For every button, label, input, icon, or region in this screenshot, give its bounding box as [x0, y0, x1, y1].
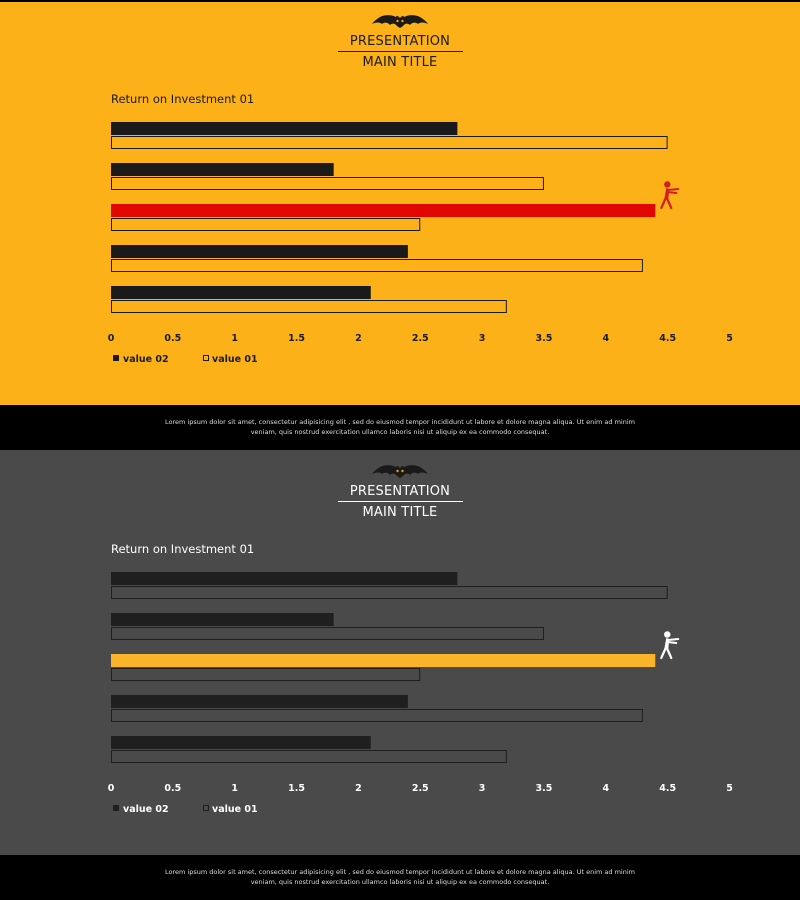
- x-tick-label: 0.5: [164, 333, 181, 344]
- x-tick-label: 0: [108, 783, 115, 794]
- slide-orange: PRESENTATION MAIN TITLE Return on Invest…: [0, 0, 800, 450]
- x-tick-label: 1: [231, 333, 238, 344]
- legend-swatch-outline: [203, 355, 209, 361]
- legend-label: value 01: [212, 354, 258, 365]
- title-rule: [338, 501, 463, 502]
- zombie-leg-back: [660, 647, 667, 660]
- bar-outline: [111, 750, 507, 763]
- x-tick-label: 2: [355, 333, 362, 344]
- footer-text: Lorem ipsum dolor sit amet, consectetur …: [150, 867, 650, 887]
- x-tick-label: 4.5: [659, 783, 676, 794]
- footer-line-1: Lorem ipsum dolor sit amet, consectetur …: [165, 868, 635, 876]
- zombie-head: [664, 631, 671, 638]
- x-tick-label: 1.5: [288, 333, 305, 344]
- slide-gray: PRESENTATION MAIN TITLE Return on Invest…: [0, 450, 800, 900]
- x-tick-label: 2: [355, 783, 362, 794]
- bar-chart: 0 0.5 1 1.5 2 2.5 3 3.5 4 4.5 5 value 02 value 01: [108, 572, 733, 815]
- x-tick-label: 3.5: [536, 783, 553, 794]
- bar-filled: [111, 163, 334, 176]
- zombie-icon: [660, 631, 680, 660]
- zombie-arm-front: [667, 188, 680, 191]
- zombie-arm-back: [666, 641, 678, 644]
- legend-swatch-filled: [113, 805, 119, 811]
- footer-line-2: veniam, quis nostrud exercitation ullamc…: [250, 878, 550, 886]
- x-tick-label: 3: [479, 333, 486, 344]
- presentation-title: PRESENTATION: [349, 484, 451, 499]
- zombie-arm-front: [667, 638, 680, 641]
- bar-chart: 0 0.5 1 1.5 2 2.5 3 3.5 4 4.5 5 value 02 value 01: [108, 122, 733, 365]
- x-tick-label: 1.5: [288, 783, 305, 794]
- zombie-arm-back: [666, 191, 678, 194]
- x-tick-label: 3.5: [536, 333, 553, 344]
- x-tick-label: 3: [479, 783, 486, 794]
- x-tick-label: 0.5: [164, 783, 181, 794]
- x-tick-label: 1: [231, 783, 238, 794]
- legend-label: value 02: [123, 804, 169, 815]
- footer-text: Lorem ipsum dolor sit amet, consectetur …: [150, 417, 650, 437]
- bar-outline: [111, 586, 668, 599]
- legend-label: value 02: [123, 354, 169, 365]
- chart-title: Return on Investment 01: [111, 92, 255, 106]
- bar-filled: [111, 122, 458, 135]
- main-title: MAIN TITLE: [362, 505, 438, 520]
- bat-icon: [372, 465, 428, 478]
- footer-line-2: veniam, quis nostrud exercitation ullamc…: [250, 428, 550, 436]
- bar-outline: [111, 136, 668, 149]
- footer-band: Lorem ipsum dolor sit amet, consectetur …: [0, 405, 800, 450]
- zombie-leg-front: [666, 647, 673, 660]
- x-tick-label: 2.5: [412, 333, 429, 344]
- bar-outline: [111, 259, 643, 272]
- footer-line-1: Lorem ipsum dolor sit amet, consectetur …: [165, 418, 635, 426]
- zombie-leg-front: [666, 197, 673, 210]
- chart-title: Return on Investment 01: [111, 542, 255, 556]
- x-tick-label: 0: [108, 333, 115, 344]
- presentation-title: PRESENTATION: [349, 34, 451, 49]
- zombie-leg-back: [660, 197, 667, 210]
- slide-background: [0, 450, 800, 855]
- bar-outline: [111, 668, 421, 681]
- bar-outline: [111, 218, 421, 231]
- x-tick-label: 5: [726, 783, 733, 794]
- x-tick-label: 4.5: [659, 333, 676, 344]
- bar-filled: [111, 286, 371, 299]
- bar-outline: [111, 709, 643, 722]
- slide-background: [0, 0, 800, 405]
- x-tick-label: 2.5: [412, 783, 429, 794]
- bat-icon: [372, 15, 428, 28]
- footer-band: Lorem ipsum dolor sit amet, consectetur …: [0, 855, 800, 900]
- legend-label: value 01: [212, 804, 258, 815]
- title-rule: [338, 51, 463, 52]
- bar-filled: [111, 572, 458, 585]
- bar-outline: [111, 177, 544, 190]
- bar-filled: [111, 695, 408, 708]
- bar-filled: [111, 245, 408, 258]
- legend-swatch-outline: [203, 805, 209, 811]
- bar-filled: [111, 613, 334, 626]
- bar-highlight: [111, 654, 656, 667]
- x-tick-label: 4: [602, 333, 609, 344]
- zombie-head: [664, 181, 671, 188]
- bar-filled: [111, 736, 371, 749]
- bar-outline: [111, 627, 544, 640]
- bar-outline: [111, 300, 507, 313]
- x-tick-label: 5: [726, 333, 733, 344]
- legend-swatch-filled: [113, 355, 119, 361]
- x-tick-label: 4: [602, 783, 609, 794]
- zombie-icon: [660, 181, 680, 210]
- bar-highlight: [111, 204, 656, 217]
- main-title: MAIN TITLE: [362, 55, 438, 70]
- top-border: [0, 0, 800, 2]
